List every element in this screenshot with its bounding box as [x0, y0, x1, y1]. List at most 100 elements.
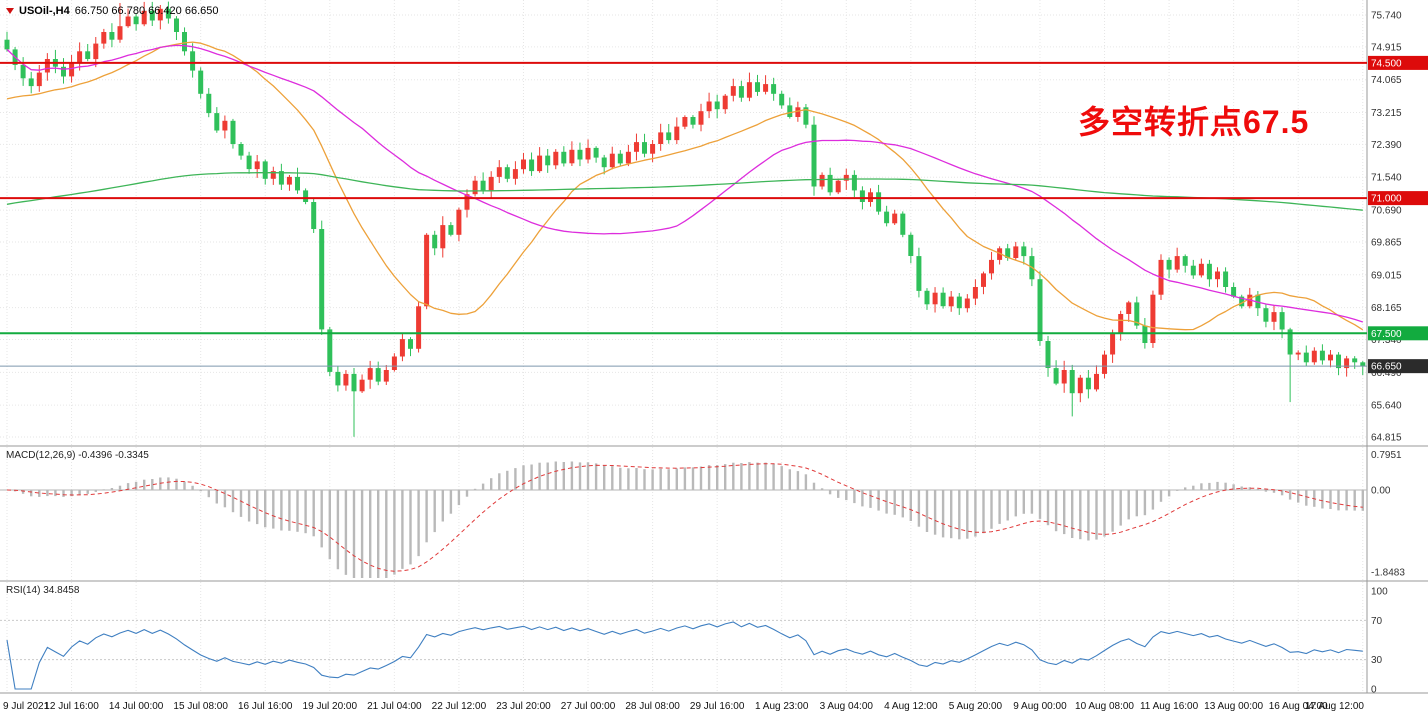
rsi-axis-label: 100: [1371, 587, 1388, 598]
candle-body: [408, 339, 413, 349]
candle-body: [956, 296, 962, 309]
candle-body: [472, 180, 478, 195]
candle-body: [1239, 296, 1245, 307]
candle-body: [908, 234, 914, 256]
candle-body: [924, 290, 930, 305]
time-axis-label: 11 Aug 16:00: [1140, 701, 1199, 712]
candle-body: [391, 356, 397, 370]
time-axis-label: 15 Jul 08:00: [173, 701, 228, 712]
candle-body: [28, 78, 34, 87]
candle-body: [1166, 259, 1172, 270]
time-axis-label: 4 Aug 12:00: [884, 701, 938, 712]
candle-body: [964, 298, 970, 309]
candle-body: [1352, 358, 1358, 363]
candle-body: [222, 120, 228, 131]
candle-body: [1271, 312, 1277, 322]
candle-body: [93, 43, 99, 60]
macd-axis-label: -1.8483: [1371, 568, 1405, 579]
candle-body: [1215, 271, 1220, 280]
candle-body: [133, 16, 139, 25]
candle-body: [1126, 302, 1132, 314]
time-axis-label: 10 Aug 08:00: [1075, 701, 1134, 712]
candle-body: [311, 202, 317, 229]
candle-body: [940, 292, 946, 307]
price-tag: [1368, 191, 1428, 206]
candle-body: [593, 147, 599, 158]
candle-body: [585, 147, 591, 160]
candle-body: [1077, 377, 1083, 394]
candle-body: [746, 82, 752, 98]
candle-body: [1021, 246, 1027, 257]
candle-body: [44, 59, 50, 73]
price-axis-label: 69.015: [1371, 270, 1402, 281]
time-axis-label: 9 Jul 2021: [3, 701, 50, 712]
price-axis-label: 70.690: [1371, 206, 1402, 217]
candle-body: [634, 142, 639, 152]
time-axis-label: 12 Jul 16:00: [44, 701, 99, 712]
candle-body: [456, 209, 462, 235]
candle-body: [165, 8, 171, 19]
time-axis-label: 27 Jul 00:00: [561, 701, 616, 712]
candle-body: [1311, 350, 1317, 363]
price-axis-label: 75.740: [1371, 11, 1402, 22]
candle-body: [85, 51, 91, 59]
time-axis-label: 22 Jul 12:00: [432, 701, 487, 712]
candle-body: [214, 113, 220, 131]
candle-body: [827, 174, 833, 193]
candle-body: [674, 126, 680, 141]
candle-body: [948, 296, 954, 307]
candle-body: [36, 72, 42, 87]
price-axis-label: 67.340: [1371, 335, 1402, 346]
candle-body: [125, 16, 131, 27]
candle-body: [286, 176, 292, 185]
candle-body: [892, 213, 898, 224]
price-axis-label: 65.640: [1371, 401, 1402, 412]
candle-body: [1231, 287, 1237, 297]
candle-body: [642, 142, 647, 154]
time-axis-label: 19 Jul 20:00: [303, 701, 358, 712]
candle-body: [1303, 352, 1309, 363]
price-tag-label: 74.500: [1371, 58, 1402, 69]
candle-body: [1094, 373, 1099, 390]
candle-body: [763, 84, 769, 92]
price-tag-label: 71.000: [1371, 194, 1402, 205]
candle-body: [383, 370, 389, 382]
current-price-tag-label: 66.650: [1371, 362, 1402, 373]
candle-body: [496, 167, 502, 177]
rsi-line: [6, 621, 1363, 690]
time-axis-label: 9 Aug 00:00: [1013, 701, 1067, 712]
candle-body: [1190, 265, 1196, 276]
time-axis-label: 14 Jul 00:00: [109, 701, 164, 712]
candle-body: [706, 101, 712, 112]
time-axis-label: 3 Aug 04:00: [820, 701, 874, 712]
candle-body: [270, 171, 276, 179]
candle-body: [1150, 294, 1156, 343]
macd-axis-label: 0.7951: [1371, 450, 1402, 461]
candle-body: [1069, 370, 1075, 394]
candle-body: [238, 144, 244, 156]
candle-body: [609, 153, 615, 168]
candle-body: [1336, 354, 1341, 369]
candle-body: [1037, 279, 1043, 341]
chart-annotation: 多空转折点67.5: [1078, 104, 1310, 140]
candle-body: [1134, 302, 1140, 326]
candle-body: [851, 174, 857, 191]
time-axis-label: 17 Aug 12:00: [1305, 701, 1364, 712]
candle-body: [182, 32, 187, 52]
ma-slow: [6, 172, 1363, 211]
candle-body: [1360, 362, 1366, 367]
macd-indicator-name: MACD(12,26,9): [6, 450, 76, 461]
candle-body: [1013, 246, 1019, 258]
candle-body: [989, 259, 994, 274]
candle-body: [916, 256, 922, 291]
candle-body: [787, 105, 793, 117]
current-price-tag: [1368, 359, 1428, 374]
candle-body: [835, 180, 841, 193]
candle-body: [295, 176, 300, 191]
price-axis-label: 73.215: [1371, 108, 1402, 119]
candle-body: [1263, 308, 1269, 322]
candle-body: [4, 39, 10, 50]
rsi-axis-label: 70: [1371, 616, 1383, 627]
candle-body: [190, 51, 196, 71]
